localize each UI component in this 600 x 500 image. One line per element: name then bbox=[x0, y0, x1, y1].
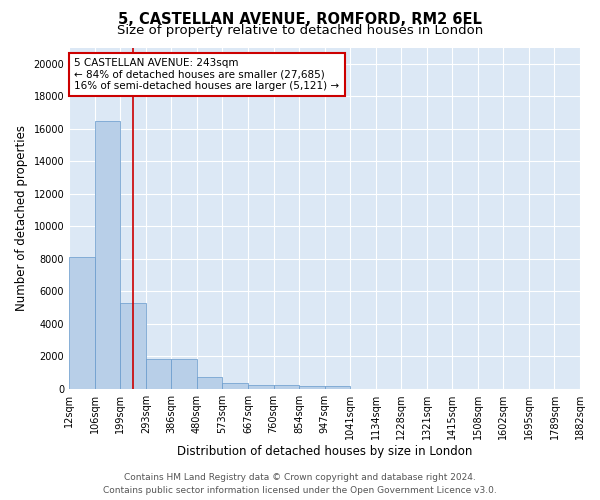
Bar bbox=[325, 386, 350, 388]
Bar bbox=[172, 360, 197, 388]
Text: Contains HM Land Registry data © Crown copyright and database right 2024.
Contai: Contains HM Land Registry data © Crown c… bbox=[103, 474, 497, 495]
Bar bbox=[197, 377, 223, 388]
Bar bbox=[248, 384, 274, 388]
Bar bbox=[120, 302, 146, 388]
Bar bbox=[274, 386, 299, 388]
Text: Size of property relative to detached houses in London: Size of property relative to detached ho… bbox=[117, 24, 483, 37]
Bar bbox=[299, 386, 325, 388]
Bar bbox=[223, 383, 248, 388]
X-axis label: Distribution of detached houses by size in London: Distribution of detached houses by size … bbox=[177, 444, 472, 458]
Text: 5 CASTELLAN AVENUE: 243sqm
← 84% of detached houses are smaller (27,685)
16% of : 5 CASTELLAN AVENUE: 243sqm ← 84% of deta… bbox=[74, 58, 340, 91]
Bar bbox=[69, 257, 95, 388]
Bar bbox=[95, 120, 120, 388]
Y-axis label: Number of detached properties: Number of detached properties bbox=[15, 125, 28, 311]
Bar bbox=[146, 360, 172, 388]
Text: 5, CASTELLAN AVENUE, ROMFORD, RM2 6EL: 5, CASTELLAN AVENUE, ROMFORD, RM2 6EL bbox=[118, 12, 482, 28]
